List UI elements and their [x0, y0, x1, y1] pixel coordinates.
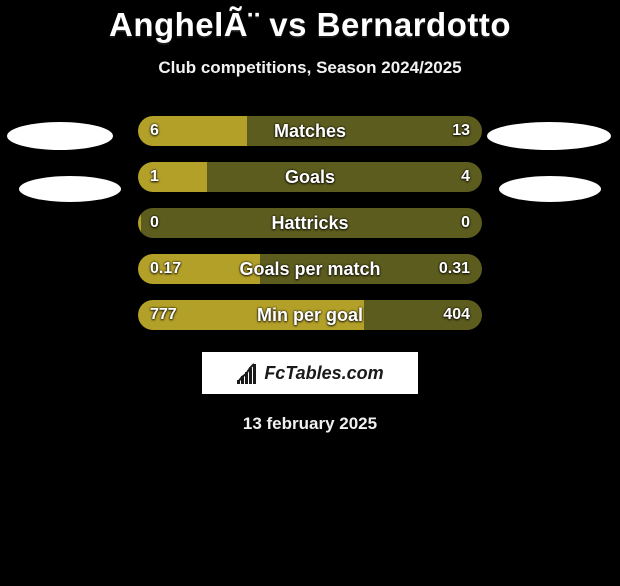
- page-title: AnghelÃ¨ vs Bernardotto: [0, 6, 620, 44]
- attribution-text: FcTables.com: [264, 363, 383, 384]
- chart-row: Goals per match0.170.31: [0, 254, 620, 284]
- bar-left-segment: [138, 300, 364, 330]
- chart-row: Min per goal777404: [0, 300, 620, 330]
- bar-right-segment: [141, 208, 482, 238]
- subtitle: Club competitions, Season 2024/2025: [0, 58, 620, 78]
- attribution-badge: FcTables.com: [202, 352, 418, 394]
- bar-right-segment: [247, 116, 482, 146]
- bar-right-segment: [364, 300, 482, 330]
- bar-track: [138, 300, 482, 330]
- bar-left-segment: [138, 162, 207, 192]
- date-text: 13 february 2025: [0, 414, 620, 434]
- decorative-ellipse: [499, 176, 601, 202]
- bar-track: [138, 208, 482, 238]
- bar-track: [138, 162, 482, 192]
- attribution-chart-icon: [236, 362, 258, 384]
- bar-track: [138, 116, 482, 146]
- bar-right-segment: [207, 162, 482, 192]
- decorative-ellipse: [7, 122, 113, 150]
- decorative-ellipse: [19, 176, 121, 202]
- chart-row: Hattricks00: [0, 208, 620, 238]
- bar-left-segment: [138, 254, 260, 284]
- bar-track: [138, 254, 482, 284]
- bar-right-segment: [260, 254, 482, 284]
- bar-left-segment: [138, 116, 247, 146]
- decorative-ellipse: [487, 122, 611, 150]
